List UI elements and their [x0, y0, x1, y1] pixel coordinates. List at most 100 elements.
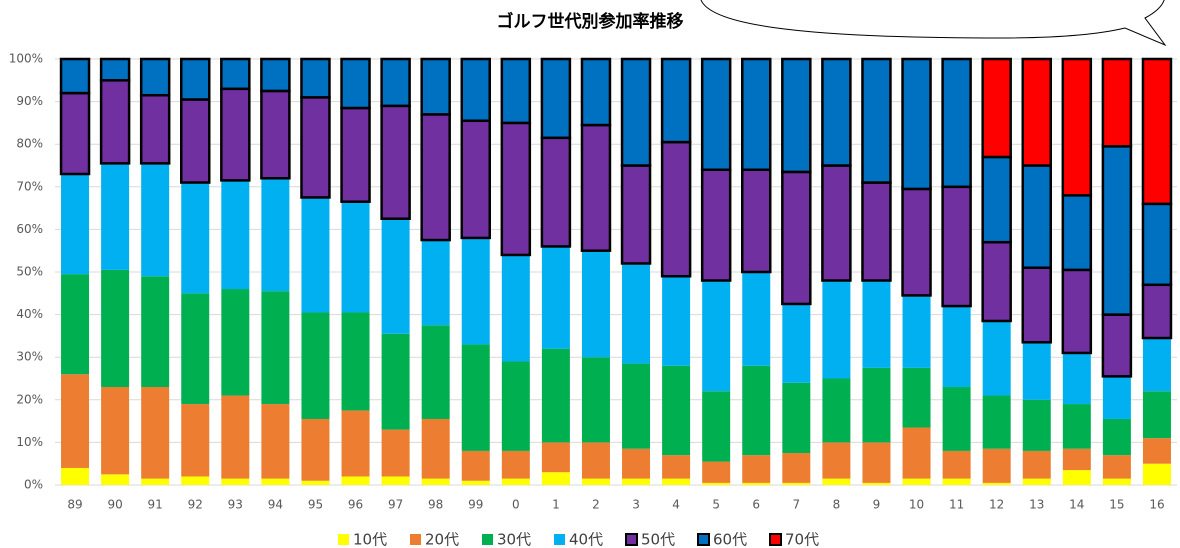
y-tick-label: 80%	[16, 137, 43, 151]
bar-segment	[1021, 57, 1052, 167]
y-tick-label: 90%	[16, 94, 43, 108]
y-tick-label: 40%	[16, 307, 43, 321]
bar-segment	[181, 293, 210, 405]
bar-segment	[260, 89, 291, 180]
bar-segment	[982, 395, 1011, 449]
bar-segment	[742, 482, 771, 485]
bar-segment	[1142, 463, 1171, 485]
bar-segment	[981, 57, 1012, 159]
bar-segment	[781, 57, 812, 174]
bar-segment	[61, 374, 90, 468]
bar-segment	[220, 87, 251, 182]
bar-segment	[301, 480, 330, 485]
bar-segment	[822, 478, 851, 485]
bar-segment	[1101, 57, 1133, 148]
x-tick-label: 6	[752, 498, 760, 512]
bar-segment	[61, 274, 90, 375]
bar-segment	[461, 344, 490, 451]
y-tick-label: 100%	[9, 52, 43, 66]
bar-segment	[981, 240, 1012, 323]
bar-segment	[501, 361, 530, 451]
bar-segment	[141, 387, 170, 479]
bar-segment	[501, 478, 530, 485]
x-tick-label: 15	[1109, 498, 1124, 512]
bar-segment	[461, 480, 490, 485]
bar-segment	[941, 57, 972, 189]
legend-label: 60代	[713, 531, 747, 548]
bar-segment	[941, 185, 972, 308]
bar-segment	[99, 57, 131, 82]
bar-segment	[581, 478, 610, 485]
bar-segment	[221, 289, 250, 396]
bar-segment	[782, 303, 811, 383]
x-tick-label: 13	[1029, 498, 1044, 512]
x-tick-label: 7	[793, 498, 801, 512]
bar-segment	[1102, 418, 1131, 456]
bar-segment	[420, 113, 451, 242]
bar-segment	[862, 280, 891, 368]
bar-segment	[902, 367, 931, 428]
legend-label: 70代	[785, 531, 819, 548]
bar-segment	[381, 476, 410, 485]
bar-segment	[1062, 352, 1091, 405]
bar-segment	[181, 404, 210, 477]
bar-segment	[622, 478, 651, 485]
bar-segment	[822, 442, 851, 479]
y-tick-label: 20%	[16, 392, 43, 406]
y-tick-label: 10%	[16, 435, 43, 449]
x-tick-label: 0	[512, 498, 520, 512]
bar-segment	[541, 246, 570, 349]
bar-segment	[662, 455, 691, 479]
bar-segment	[822, 280, 851, 379]
bar-segment	[501, 450, 530, 479]
x-tick-label: 93	[228, 498, 243, 512]
bar-segment	[101, 163, 130, 270]
bar-segment	[461, 237, 490, 345]
bar-segment	[662, 365, 691, 456]
bar-segment	[301, 312, 330, 419]
bar-segment	[380, 57, 411, 108]
bar-segment	[1061, 268, 1093, 355]
bar-segment	[902, 427, 931, 479]
bar-segment	[101, 474, 130, 485]
bar-segment	[581, 357, 610, 443]
bar-segment	[622, 363, 651, 449]
y-tick-label: 0%	[24, 478, 43, 492]
x-tick-label: 12	[989, 498, 1004, 512]
bar-segment	[982, 448, 1011, 483]
bar-segment	[421, 325, 450, 419]
x-tick-label: 3	[632, 498, 640, 512]
bar-segment	[261, 291, 290, 405]
bar-segment	[421, 418, 450, 479]
x-tick-label: 14	[1069, 498, 1084, 512]
bar-segment	[141, 163, 170, 277]
legend-label: 40代	[569, 531, 603, 548]
bar-segment	[741, 168, 772, 274]
legend-swatch	[554, 534, 565, 545]
bar-segment	[541, 348, 570, 443]
bar-segment	[741, 57, 772, 172]
bar-segment	[1021, 164, 1052, 269]
bar-segment	[301, 197, 330, 313]
bar-segment	[101, 387, 130, 475]
y-tick-label: 60%	[16, 222, 43, 236]
bar-segment	[862, 442, 891, 483]
bar-segment	[981, 155, 1012, 244]
bar-segment	[822, 378, 851, 443]
legend-label: 30代	[497, 531, 531, 548]
bar-segment	[982, 320, 1011, 396]
bar-segment	[742, 455, 771, 483]
bar-segment	[782, 453, 811, 483]
legend-label: 50代	[641, 531, 675, 548]
x-tick-label: 90	[107, 498, 122, 512]
bar-segment	[541, 472, 570, 485]
bar-segment	[1141, 283, 1173, 340]
bar-segment	[1101, 313, 1133, 378]
x-tick-label: 11	[949, 498, 964, 512]
bar-segment	[942, 306, 971, 388]
chart-title: ゴルフ世代別参加率推移	[497, 11, 684, 32]
legend-swatch	[338, 534, 349, 545]
bar-segment	[821, 57, 852, 167]
x-tick-label: 91	[148, 498, 163, 512]
bar-segment	[902, 478, 931, 485]
